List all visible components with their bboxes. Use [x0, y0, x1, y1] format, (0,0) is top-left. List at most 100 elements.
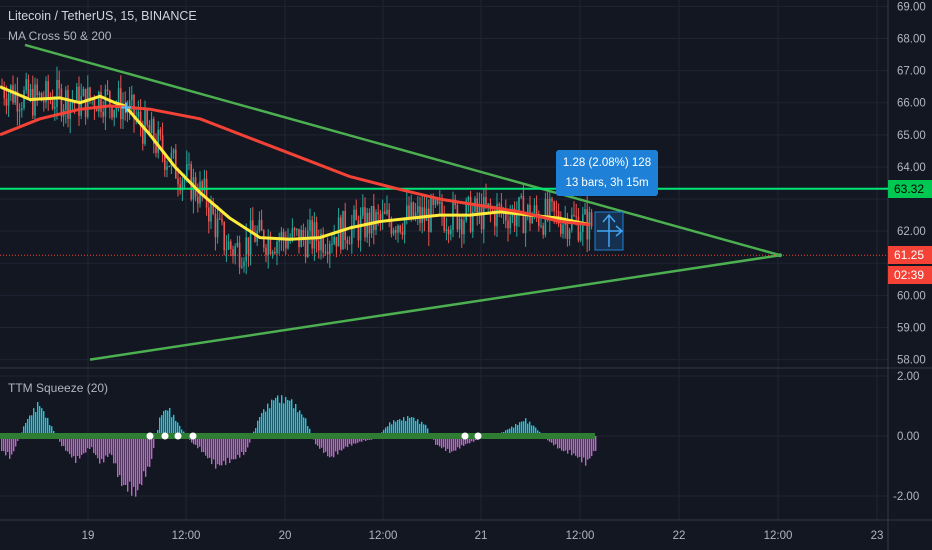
- squeeze-bar: [581, 436, 583, 463]
- candle-body: [566, 218, 569, 239]
- price-tick-label: 68.00: [897, 34, 926, 46]
- candle-body: [93, 99, 96, 109]
- bar-countdown-tag: 02:39: [888, 266, 932, 285]
- candle-body: [461, 219, 463, 235]
- squeeze-bar: [517, 424, 519, 436]
- squeeze-bar: [181, 429, 183, 436]
- candle-body: [225, 249, 228, 251]
- candle-body: [111, 105, 113, 118]
- time-tick-label: 12:00: [369, 530, 398, 542]
- candle-body: [553, 201, 555, 211]
- ma-cross-legend[interactable]: MA Cross 50 & 200: [8, 29, 112, 43]
- squeeze-bar: [441, 436, 443, 449]
- squeeze-bar: [217, 436, 219, 465]
- squeeze-bar: [561, 436, 563, 451]
- triangle-upper-trendline: [24, 43, 781, 257]
- candle-body: [403, 218, 406, 235]
- squeeze-bar: [411, 417, 413, 436]
- squeeze-bar: [109, 436, 111, 454]
- squeeze-bar: [523, 421, 525, 436]
- candle-body: [267, 236, 269, 255]
- osc-tick-label: -2.00: [893, 491, 919, 503]
- squeeze-bar: [317, 436, 319, 446]
- price-tick-label: 60.00: [897, 290, 926, 302]
- squeeze-bar: [151, 436, 153, 459]
- squeeze-bar: [193, 436, 195, 445]
- candle-body: [201, 181, 203, 192]
- squeeze-bar: [205, 436, 207, 456]
- candle-body: [260, 219, 263, 231]
- candle-body: [491, 209, 494, 211]
- squeeze-bar: [507, 429, 509, 436]
- candle-body: [208, 207, 210, 222]
- candle-body: [384, 211, 386, 214]
- squeeze-bar: [261, 412, 263, 436]
- squeeze-bar: [281, 395, 283, 436]
- squeeze-bar: [137, 436, 139, 491]
- measure-tool-shape[interactable]: [594, 211, 624, 251]
- squeeze-bar: [509, 428, 511, 436]
- squeeze-bar: [93, 436, 95, 453]
- squeeze-bar: [45, 417, 47, 436]
- candle-body: [318, 241, 320, 251]
- candle-body: [443, 216, 445, 231]
- squeeze-bar: [61, 436, 63, 447]
- squeeze-bar: [435, 436, 437, 445]
- squeeze-bar: [455, 436, 457, 451]
- candle-body: [401, 231, 404, 235]
- candle-body: [555, 210, 558, 212]
- candle-body: [161, 135, 164, 155]
- squeeze-bar: [413, 417, 415, 436]
- squeeze-bar: [267, 403, 269, 436]
- ttm-squeeze-legend[interactable]: TTM Squeeze (20): [8, 381, 109, 395]
- squeeze-release-dot: [174, 432, 182, 440]
- candle-body: [238, 242, 241, 268]
- candle-body: [25, 79, 27, 91]
- measure-arrows-icon: [597, 213, 624, 247]
- squeeze-bar: [513, 427, 515, 436]
- squeeze-bar: [593, 436, 595, 452]
- squeeze-bar: [461, 436, 463, 446]
- squeeze-bar: [277, 395, 279, 436]
- candle-body: [280, 232, 283, 241]
- squeeze-bar: [287, 400, 289, 436]
- candle-body: [227, 241, 230, 250]
- candle-body: [518, 197, 520, 215]
- candle-body: [357, 220, 360, 241]
- candle-body: [329, 244, 331, 255]
- squeeze-bar: [567, 436, 569, 454]
- candle-body: [249, 220, 252, 255]
- squeeze-bar: [121, 436, 123, 487]
- candle-body: [573, 214, 575, 216]
- squeeze-bar: [147, 436, 149, 467]
- squeeze-bar: [87, 436, 89, 449]
- squeeze-bar: [161, 415, 163, 436]
- squeeze-bar: [591, 436, 593, 457]
- candle-body: [421, 207, 423, 223]
- squeeze-bar: [117, 436, 119, 478]
- squeeze-bar: [213, 436, 215, 460]
- squeeze-bar: [417, 419, 419, 436]
- squeeze-bar: [197, 436, 199, 449]
- squeeze-bar: [211, 436, 213, 465]
- squeeze-bar: [259, 417, 261, 436]
- price-axis[interactable]: 69.00 68.00 67.00 66.00 65.00 64.00 62.00 60.00…: [893, 1, 926, 503]
- squeeze-bar: [575, 436, 577, 456]
- squeeze-bar: [31, 415, 33, 436]
- trendline-drawings[interactable]: [0, 43, 888, 361]
- squeeze-bar: [1, 436, 3, 452]
- time-axis[interactable]: 19 12:00 20 12:00 21 12:00 22 12:00 23: [82, 530, 884, 542]
- osc-tick-label: 2.00: [897, 371, 919, 383]
- squeeze-bar: [351, 436, 353, 446]
- candle-body: [236, 242, 239, 247]
- squeeze-bar: [11, 436, 13, 455]
- candle-body: [5, 98, 8, 106]
- squeeze-bar: [533, 425, 535, 436]
- candle-body: [265, 247, 267, 255]
- squeeze-bar: [145, 436, 147, 477]
- candle-body: [326, 251, 329, 255]
- squeeze-bar: [519, 422, 521, 436]
- squeeze-bar: [7, 436, 9, 453]
- symbol-title[interactable]: Litecoin / TetherUS, 15, BINANCE: [8, 9, 197, 23]
